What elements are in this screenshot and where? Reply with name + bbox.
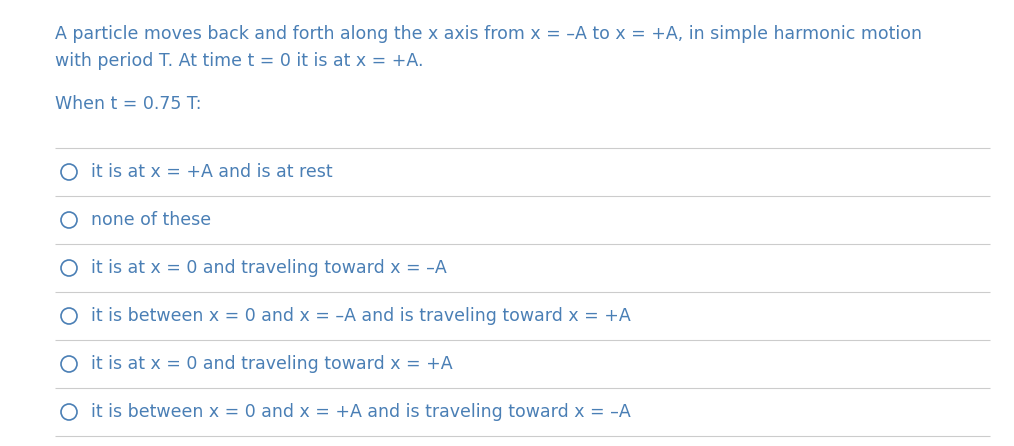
Text: When t = 0.75 T:: When t = 0.75 T: — [55, 95, 202, 113]
Text: it is at x = 0 and traveling toward x = +A: it is at x = 0 and traveling toward x = … — [91, 355, 452, 373]
Text: with period T. At time t = 0 it is at x = +A.: with period T. At time t = 0 it is at x … — [55, 52, 424, 70]
Text: none of these: none of these — [91, 211, 211, 229]
Text: it is between x = 0 and x = –A and is traveling toward x = +A: it is between x = 0 and x = –A and is tr… — [91, 307, 631, 325]
Text: it is at x = +A and is at rest: it is at x = +A and is at rest — [91, 163, 333, 181]
Text: it is at x = 0 and traveling toward x = –A: it is at x = 0 and traveling toward x = … — [91, 259, 447, 277]
Text: it is between x = 0 and x = +A and is traveling toward x = –A: it is between x = 0 and x = +A and is tr… — [91, 403, 631, 421]
Text: A particle moves back and forth along the x axis from x = –A to x = +A, in simpl: A particle moves back and forth along th… — [55, 25, 922, 43]
